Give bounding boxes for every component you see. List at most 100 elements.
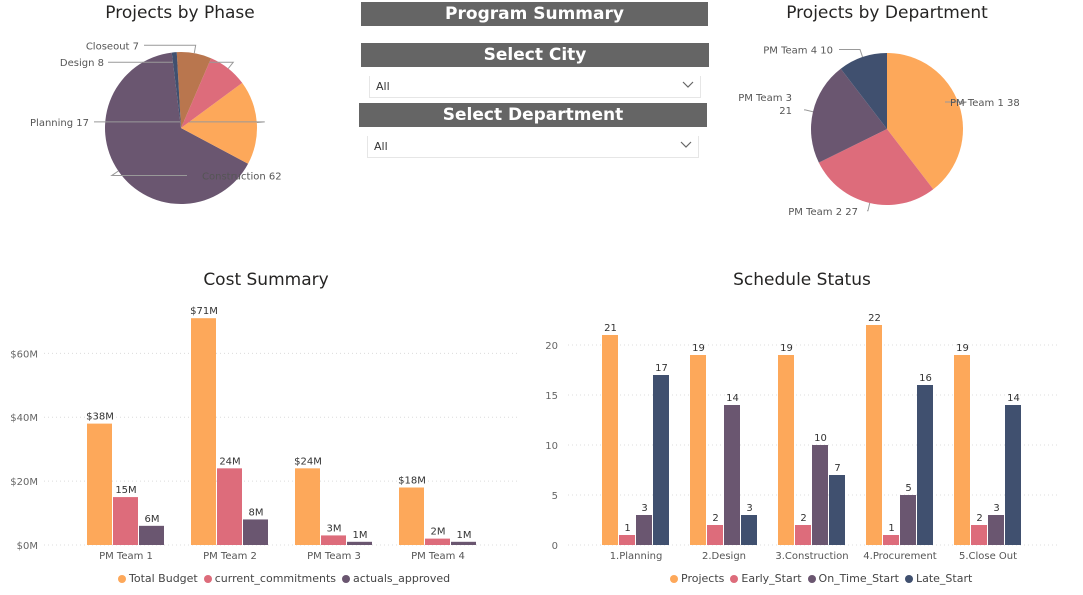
data-label: 2 bbox=[712, 513, 718, 524]
schedule-legend: Projects Early_Start On_Time_Start Late_… bbox=[670, 572, 978, 585]
y-tick-label: $20M bbox=[10, 477, 38, 488]
bar bbox=[295, 468, 320, 545]
legend-swatch bbox=[730, 574, 739, 583]
x-tick-label: 1.Planning bbox=[610, 551, 663, 562]
bar bbox=[217, 468, 242, 545]
data-label: 7 bbox=[834, 463, 840, 474]
pie-label: Design 8 bbox=[60, 58, 104, 69]
x-tick-label: PM Team 4 bbox=[411, 551, 465, 562]
data-label: 14 bbox=[726, 393, 739, 404]
bar bbox=[139, 525, 164, 545]
bar bbox=[636, 515, 652, 545]
bar bbox=[883, 535, 899, 545]
data-label: 1 bbox=[888, 523, 894, 534]
data-label: $38M bbox=[86, 412, 114, 423]
legend-swatch bbox=[203, 574, 212, 583]
leader-line bbox=[110, 170, 187, 177]
legend-item: Total Budget bbox=[118, 572, 198, 585]
data-label: 21 bbox=[604, 323, 617, 334]
pie-label: PM Team 3 bbox=[738, 93, 792, 104]
data-label: 16 bbox=[919, 373, 932, 384]
x-tick-label: PM Team 2 bbox=[203, 551, 257, 562]
data-label: 24M bbox=[219, 456, 240, 467]
x-tick-label: 4.Procurement bbox=[863, 551, 937, 562]
data-label: 10 bbox=[814, 433, 827, 444]
chevron-down-icon bbox=[682, 81, 694, 88]
pie-label: PM Team 4 10 bbox=[763, 45, 833, 56]
legend-label: actuals_approved bbox=[353, 572, 451, 585]
bar bbox=[113, 497, 138, 545]
chevron-down-icon bbox=[680, 141, 692, 148]
cost-summary-chart: $0M $20M $40M $60M $38M 15M 6M PM Team 1 $71M 24M… bbox=[10, 306, 520, 562]
legend-label: Projects bbox=[681, 572, 725, 585]
leader-line bbox=[839, 48, 864, 58]
leader-line bbox=[108, 61, 235, 69]
bar bbox=[866, 325, 882, 545]
x-tick-label: 5.Close Out bbox=[959, 551, 1017, 562]
city-dropdown[interactable]: All bbox=[369, 76, 701, 98]
y-tick-label: $40M bbox=[10, 413, 38, 424]
pie-label: PM Team 2 27 bbox=[788, 207, 858, 218]
data-label: 22 bbox=[868, 313, 881, 324]
y-tick-label: $60M bbox=[10, 349, 38, 360]
pie-slice-pm-team-3 bbox=[811, 68, 887, 163]
bar bbox=[87, 423, 112, 545]
x-tick-label: 3.Construction bbox=[775, 551, 848, 562]
bar bbox=[741, 515, 757, 545]
legend-swatch bbox=[342, 574, 351, 583]
pie-label: Planning 17 bbox=[30, 118, 89, 129]
y-tick-label: 10 bbox=[545, 441, 558, 452]
legend-item: Early_Start bbox=[730, 572, 802, 585]
y-tick-label: 20 bbox=[545, 341, 558, 352]
bar bbox=[954, 355, 970, 545]
bar bbox=[399, 487, 424, 545]
department-chart-title: Projects by Department bbox=[786, 3, 988, 23]
select-city-label: Select City bbox=[361, 43, 709, 67]
data-label: $18M bbox=[398, 476, 426, 487]
leader-line bbox=[144, 44, 197, 54]
bar bbox=[778, 355, 794, 545]
pie-slice-planning bbox=[181, 82, 257, 164]
bar bbox=[425, 538, 450, 545]
pie-slice-other bbox=[171, 52, 181, 129]
data-label: 15M bbox=[115, 485, 136, 496]
legend-label: Total Budget bbox=[129, 572, 198, 585]
y-tick-label: 15 bbox=[545, 391, 558, 402]
data-label: 8M bbox=[249, 507, 264, 518]
data-label: 2M bbox=[431, 527, 446, 538]
leader-line bbox=[945, 101, 967, 106]
pie-label: PM Team 1 38 bbox=[950, 98, 1020, 109]
pie-label: 21 bbox=[779, 106, 792, 117]
select-department-label: Select Department bbox=[359, 103, 707, 127]
city-dropdown-value: All bbox=[376, 80, 390, 93]
bar bbox=[971, 525, 987, 545]
bar bbox=[602, 335, 618, 545]
data-label: 1M bbox=[457, 530, 472, 541]
department-dropdown[interactable]: All bbox=[367, 136, 699, 158]
data-label: 19 bbox=[780, 343, 793, 354]
x-tick-label: 2.Design bbox=[702, 551, 746, 562]
bar bbox=[988, 515, 1004, 545]
y-tick-label: 5 bbox=[552, 491, 558, 502]
bar bbox=[795, 525, 811, 545]
legend-item: Projects bbox=[670, 572, 724, 585]
legend-item: current_commitments bbox=[203, 572, 336, 585]
pie-label: Closeout 7 bbox=[86, 41, 139, 52]
cost-chart-title: Cost Summary bbox=[203, 270, 329, 290]
data-label: 3 bbox=[641, 503, 647, 514]
bar bbox=[243, 519, 268, 545]
data-label: 19 bbox=[692, 343, 705, 354]
bar bbox=[347, 541, 372, 545]
legend-item: actuals_approved bbox=[342, 572, 450, 585]
legend-swatch bbox=[670, 574, 678, 583]
bar bbox=[619, 535, 635, 545]
legend-swatch bbox=[807, 574, 816, 583]
bar bbox=[653, 375, 669, 545]
data-label: 1M bbox=[353, 530, 368, 541]
bar bbox=[690, 355, 706, 545]
bar bbox=[1005, 405, 1021, 545]
data-label: 2 bbox=[800, 513, 806, 524]
department-dropdown-value: All bbox=[374, 140, 388, 153]
projects-by-department-chart: PM Team 1 38 PM Team 2 27 PM Team 3 21 PM Te… bbox=[738, 45, 1020, 218]
bar bbox=[724, 405, 740, 545]
